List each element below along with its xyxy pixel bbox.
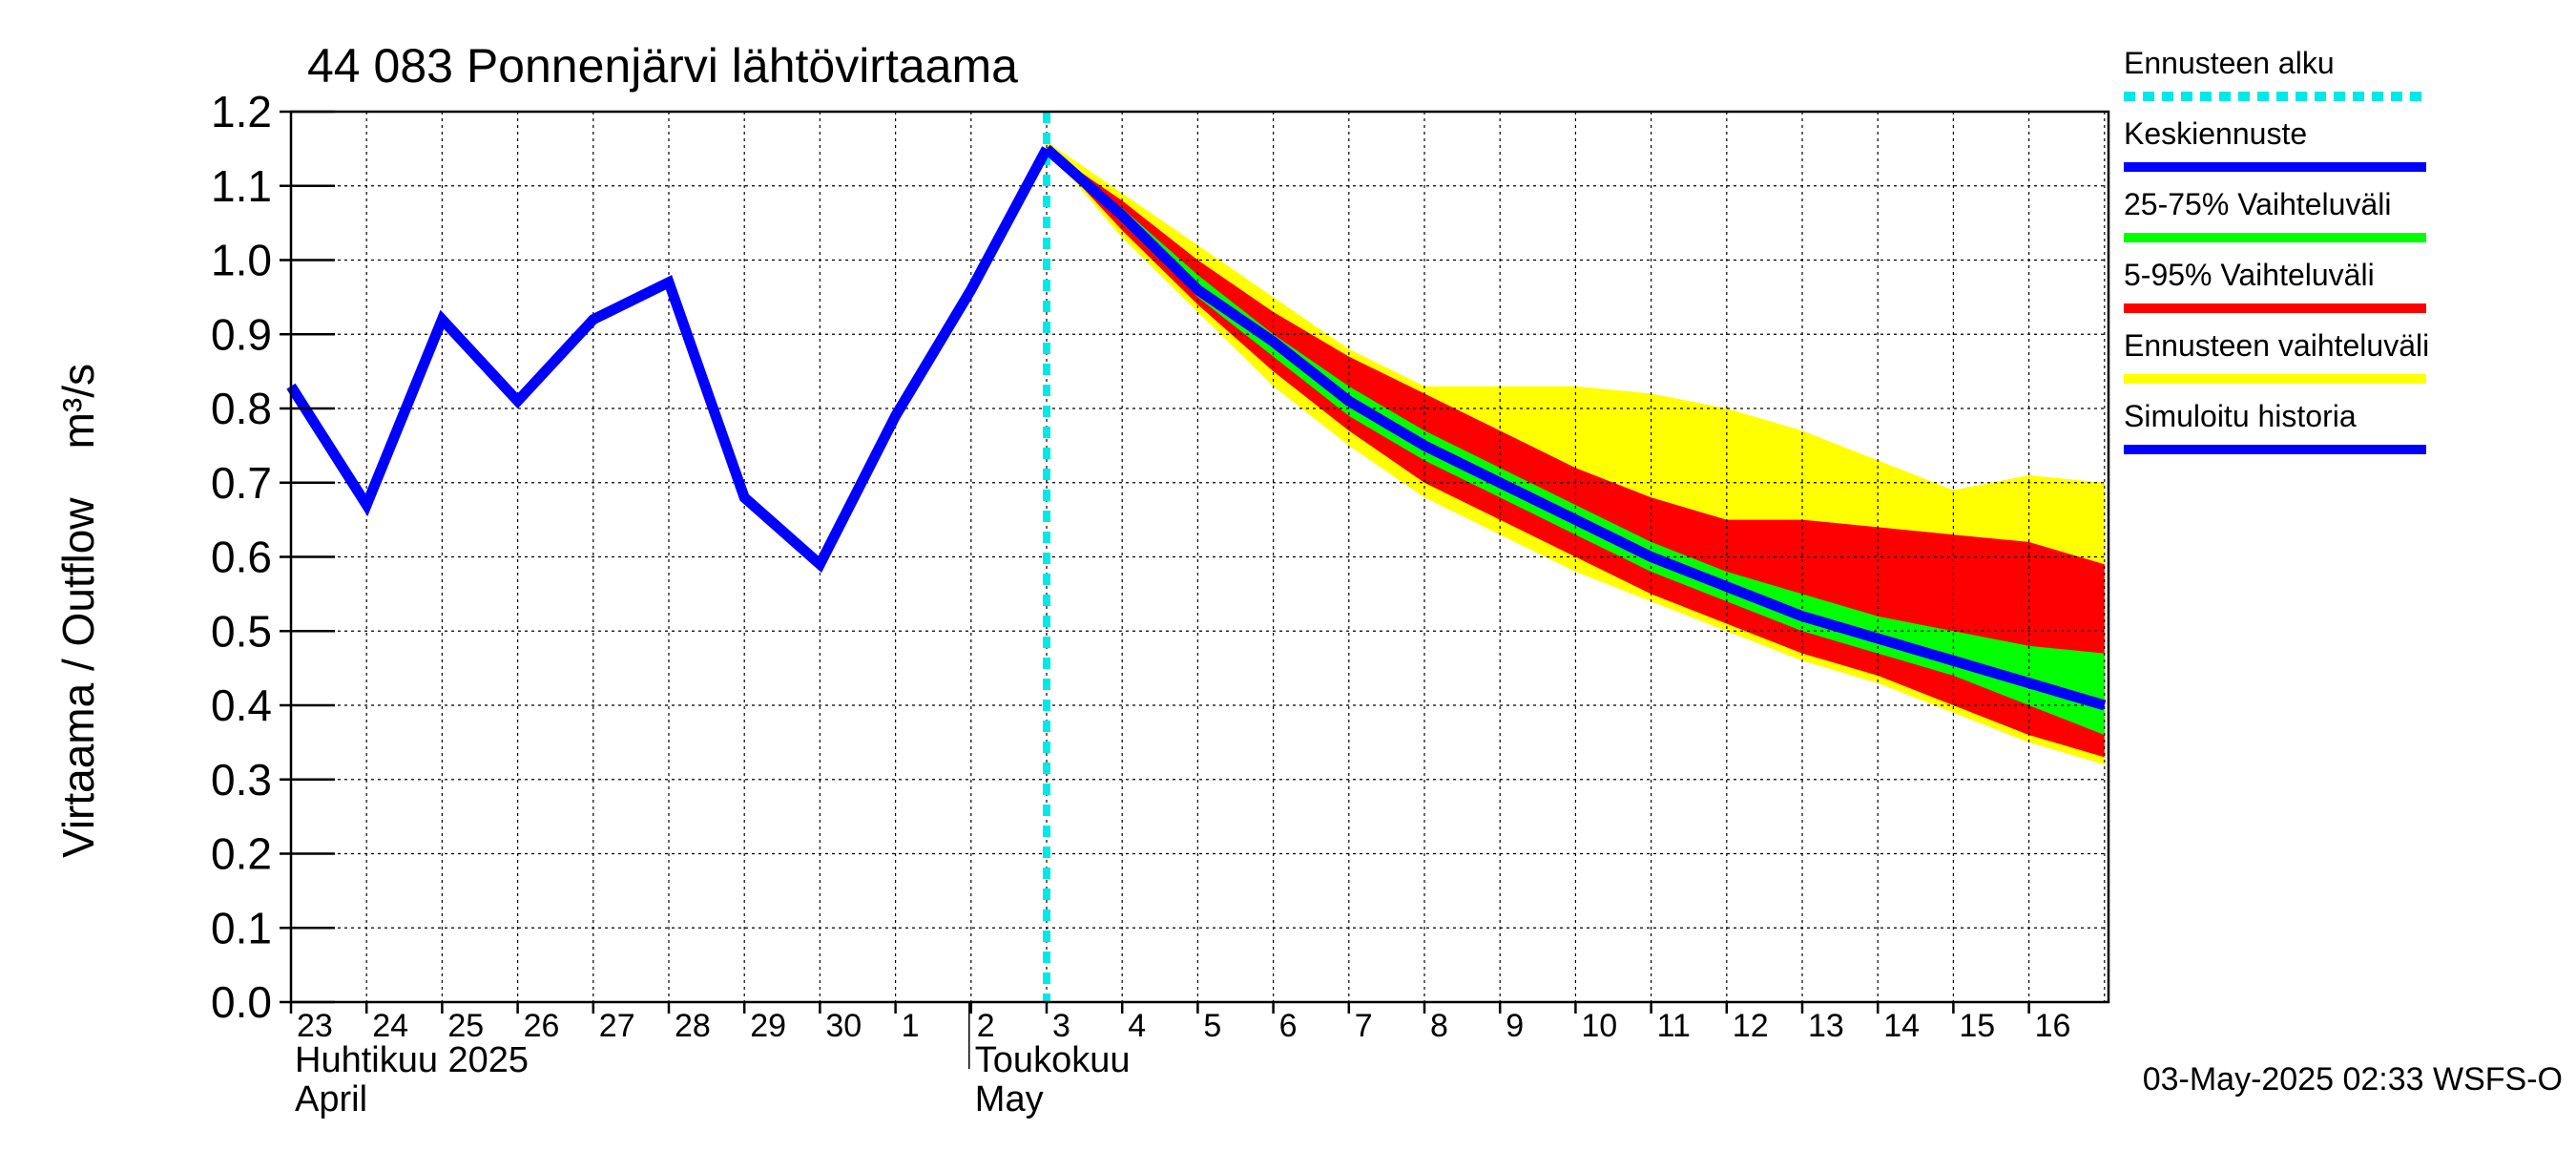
y-axis-label: Virtaama / Outflow m³/s [53,364,103,858]
x-day-label: 24 [372,1008,408,1044]
axes-layer: 0.0 0.1 0.2 0.3 0.4 0.5 0.6 0.7 0.8 0.9 1.0 1.1 1.2 2… [211,87,2110,1119]
x-day-label: 16 [2035,1008,2071,1044]
x-day-label: 29 [750,1008,786,1044]
legend-label: Keskiennuste [2124,116,2307,151]
legend-label: 25-75% Vaihteluväli [2124,187,2391,221]
x-day-label: 11 [1657,1008,1691,1044]
legend-label: Ennusteen alku [2124,46,2335,80]
x-month-label-en: April [295,1079,367,1119]
legend-label: 5-95% Vaihteluväli [2124,258,2375,292]
y-tick-label: 0.1 [211,903,272,952]
series-simuloitu-historia [286,146,1051,574]
y-tick-label: 1.1 [211,161,272,211]
x-day-label: 23 [297,1008,333,1044]
x-day-label: 15 [1959,1008,1995,1044]
series-keskiennuste [1043,144,2107,711]
x-day-label: 3 [1052,1008,1070,1044]
x-month-label-en: May [975,1079,1044,1119]
x-day-label: 1 [902,1008,920,1044]
x-day-label: 14 [1883,1008,1920,1044]
x-day-label: 4 [1128,1008,1146,1044]
footer-timestamp: 03-May-2025 02:33 WSFS-O [2143,1061,2563,1098]
x-day-label: 9 [1506,1008,1524,1044]
legend-label: Simuloitu historia [2124,399,2357,433]
y-tick-label: 0.5 [211,606,272,656]
y-tick-label: 0.9 [211,309,272,359]
x-day-label: 8 [1430,1008,1448,1044]
y-tick-label: 0.6 [211,533,272,582]
x-day-label: 12 [1733,1008,1769,1044]
legend-label: Ennusteen vaihteluväli [2124,328,2429,363]
x-month-label: Huhtikuu 2025 [295,1040,529,1080]
x-day-label: 7 [1355,1008,1373,1044]
x-day-label: 28 [675,1008,711,1044]
x-month-label: Toukokuu [975,1040,1131,1080]
y-tick-label: 0.2 [211,829,272,879]
y-tick-label: 0.7 [211,458,272,508]
x-day-label: 27 [599,1008,635,1044]
chart-title: 44 083 Ponnenjärvi lähtövirtaama [307,39,1018,93]
y-tick-label: 0.8 [211,384,272,433]
x-day-label: 2 [977,1008,995,1044]
y-tick-label: 1.0 [211,236,272,285]
x-day-label: 10 [1581,1008,1617,1044]
y-tick-label: 0.3 [211,755,272,805]
line-layer [286,112,2107,1002]
grid-layer [291,112,2109,1002]
x-day-label: 26 [524,1008,560,1044]
x-day-label: 25 [447,1008,484,1044]
y-tick-label: 1.2 [211,87,272,136]
y-tick-label: 0.0 [211,977,272,1027]
legend: Ennusteen alku Keskiennuste 25-75% Vaihtel… [2124,46,2429,454]
x-day-label: 5 [1203,1008,1221,1044]
y-tick-label: 0.4 [211,680,272,730]
band-5-95-vaihteluv-li [1047,148,2105,758]
x-day-label: 13 [1808,1008,1844,1044]
x-day-label: 6 [1279,1008,1298,1044]
x-day-label: 30 [825,1008,862,1044]
